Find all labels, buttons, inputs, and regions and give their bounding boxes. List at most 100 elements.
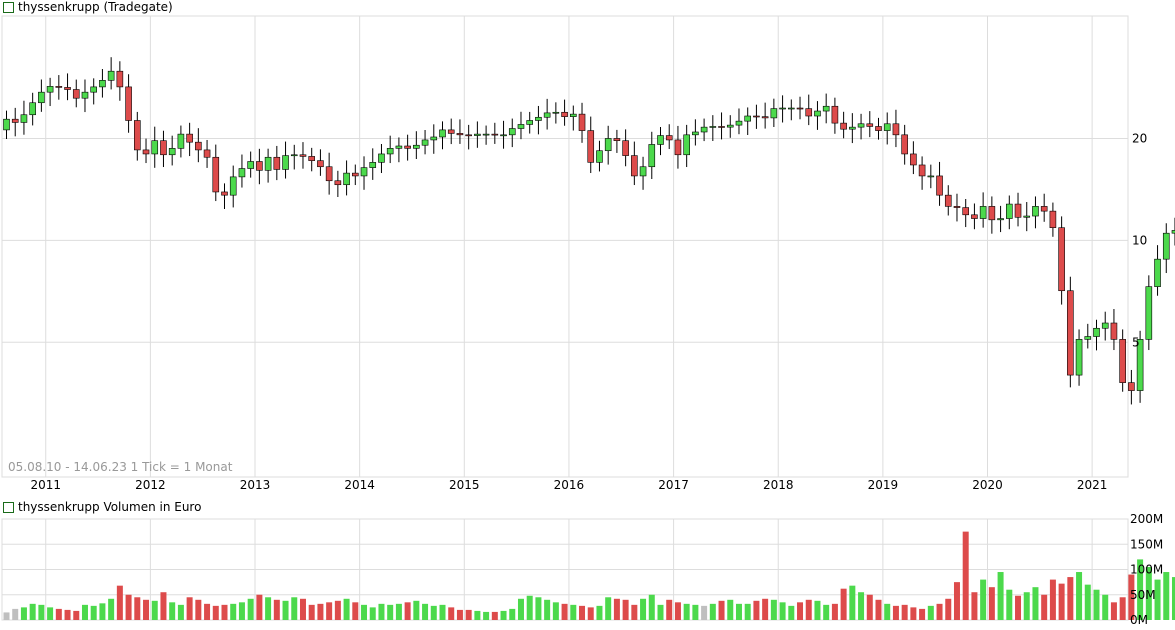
volume-bar <box>177 604 184 620</box>
volume-bar <box>517 598 524 620</box>
volume-bar <box>875 599 882 620</box>
candle-body <box>11 118 19 123</box>
volume-bar <box>526 595 533 620</box>
volume-bar <box>1137 559 1144 620</box>
candle-body <box>238 168 246 178</box>
volume-bar <box>430 605 437 620</box>
candle-body <box>221 191 228 196</box>
candle-body <box>561 111 568 117</box>
candle-body <box>787 107 795 110</box>
candle-body <box>1032 206 1039 217</box>
year-tick-label: 2014 <box>344 478 375 492</box>
volume-bar <box>701 605 708 620</box>
candle-body <box>718 126 725 128</box>
candle-body <box>700 126 708 133</box>
candle-body <box>282 155 289 170</box>
volume-bar <box>474 610 481 620</box>
candle-body <box>508 128 516 136</box>
volume-bar <box>456 609 463 620</box>
candle-body <box>735 120 743 126</box>
candle-body <box>290 154 298 157</box>
volume-tick-label: 100M <box>1130 563 1163 577</box>
candle-body <box>997 218 1004 221</box>
year-tick-label: 2012 <box>135 478 166 492</box>
volume-tick-label: 50M <box>1130 588 1156 602</box>
candle-body <box>90 86 97 93</box>
candle-body <box>1023 215 1031 218</box>
volume-bar <box>1163 572 1170 620</box>
volume-bar <box>422 603 429 620</box>
volume-bar <box>570 604 577 620</box>
candle-body <box>753 115 760 118</box>
volume-bar <box>674 602 681 620</box>
candle-body <box>1093 327 1100 337</box>
candle-body <box>38 91 45 104</box>
volume-bar <box>805 599 812 620</box>
volume-bar <box>1110 602 1117 620</box>
candle-body <box>1128 382 1135 391</box>
volume-bar <box>1067 577 1074 620</box>
volume-bar <box>866 594 873 620</box>
candle-body <box>596 150 603 163</box>
volume-bar <box>500 610 507 620</box>
candle-body <box>665 135 673 141</box>
volume-bar <box>334 600 341 620</box>
candle-body <box>578 113 586 131</box>
candle-body <box>953 206 961 208</box>
candle-body <box>1162 232 1170 260</box>
volume-bar <box>718 600 725 620</box>
volume-bar <box>439 604 446 620</box>
volume-bar <box>1032 587 1039 620</box>
candle-body <box>892 123 900 136</box>
volume-bar <box>1041 594 1048 620</box>
volume-bar <box>596 605 603 620</box>
volume-bar <box>779 602 786 620</box>
volume-bar <box>788 605 795 620</box>
volume-bar <box>395 603 402 620</box>
volume-bar <box>90 605 97 620</box>
volume-bar <box>413 600 420 620</box>
volume-bar <box>962 531 969 620</box>
candle-body <box>134 120 141 151</box>
volume-bar <box>169 602 176 620</box>
volume-bar <box>186 597 193 620</box>
candle-body <box>360 167 368 177</box>
candle-body <box>325 166 333 182</box>
candle-body <box>962 207 970 216</box>
volume-bar <box>273 599 280 620</box>
volume-bar <box>831 603 838 620</box>
volume-bar <box>282 600 289 620</box>
volume-bar <box>980 579 987 620</box>
volume-bar <box>587 607 594 620</box>
volume-tick-label: 0M <box>1130 613 1148 627</box>
volume-bars <box>3 531 1175 620</box>
volume-bar <box>448 607 455 620</box>
candle-body <box>936 175 943 196</box>
candle-body <box>901 134 908 155</box>
candle-body <box>979 206 987 219</box>
volume-bar <box>108 598 115 620</box>
volume-bar <box>361 604 368 620</box>
volume-bar <box>814 600 821 620</box>
candle-body <box>203 149 211 158</box>
volume-bar <box>544 599 551 620</box>
candle-body <box>64 87 71 90</box>
volume-bar <box>20 607 27 620</box>
candle-body <box>814 110 821 117</box>
candle-body <box>543 112 551 118</box>
volume-bar <box>299 598 306 620</box>
volume-bar <box>744 603 751 620</box>
candle-body <box>1067 290 1074 376</box>
candle-body <box>857 123 865 128</box>
candle-body <box>927 175 935 178</box>
volume-tick-label: 150M <box>1130 537 1163 551</box>
volume-bar <box>640 598 647 620</box>
volume-bar <box>73 610 80 620</box>
candle-body <box>1040 206 1048 212</box>
volume-bar <box>81 604 88 620</box>
candle-body <box>631 155 638 177</box>
volume-bar <box>38 604 45 620</box>
price-tick-label: 10 <box>1132 233 1147 247</box>
candle-body <box>474 133 481 136</box>
